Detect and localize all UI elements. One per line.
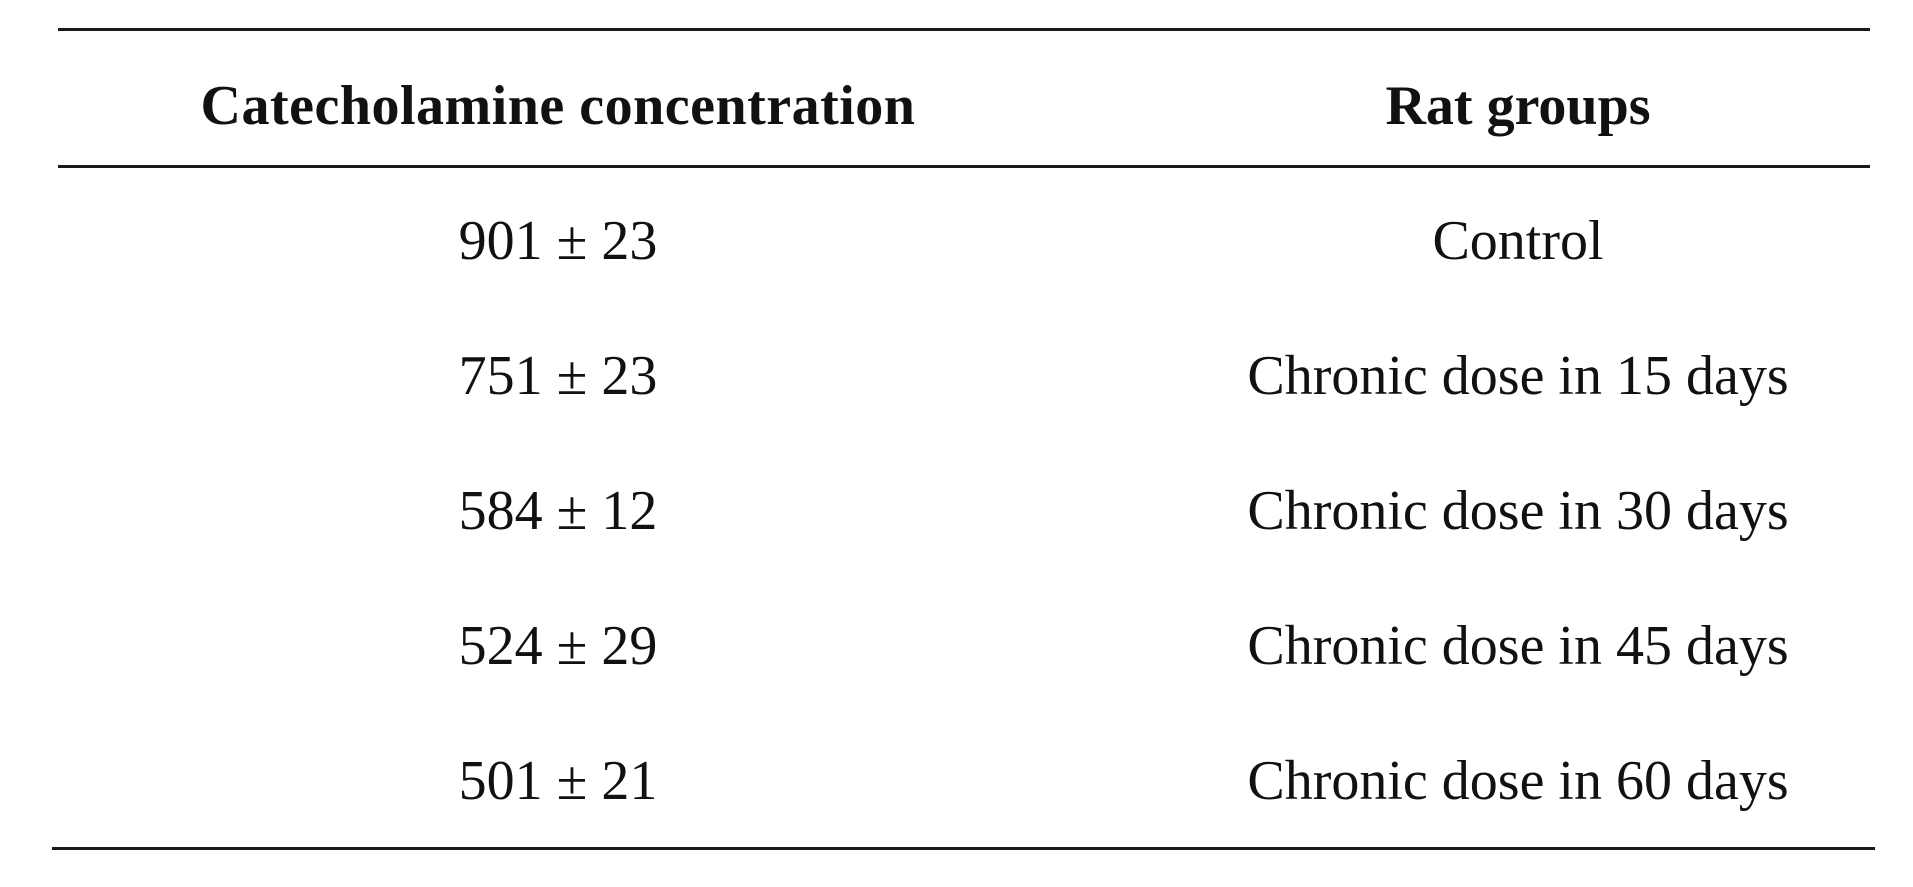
rat-group-cell: Chronic dose in 60 days (1247, 750, 1789, 812)
concentration-cell: 901 ± 23 (458, 210, 658, 272)
column-header-concentration: Catecholamine concentration (200, 75, 916, 137)
table-row: 901 ± 23 Control (58, 213, 1870, 333)
rat-group-cell: Chronic dose in 30 days (1247, 480, 1789, 542)
concentration-cell: 751 ± 23 (458, 345, 658, 407)
table-row: 524 ± 29 Chronic dose in 45 days (58, 618, 1870, 738)
rat-group-cell: Chronic dose in 15 days (1247, 345, 1789, 407)
table-row: 501 ± 21 Chronic dose in 60 days (58, 753, 1870, 873)
rat-group-cell: Chronic dose in 45 days (1247, 615, 1789, 677)
table-row: 751 ± 23 Chronic dose in 15 days (58, 348, 1870, 468)
table-top-rule (58, 28, 1870, 31)
concentration-cell: 524 ± 29 (458, 615, 658, 677)
table-row: 584 ± 12 Chronic dose in 30 days (58, 483, 1870, 603)
concentration-cell: 501 ± 21 (458, 750, 658, 812)
rat-group-cell: Control (1432, 210, 1604, 272)
table-header-rule (58, 165, 1870, 168)
column-header-rat-groups: Rat groups (1385, 75, 1651, 137)
table-bottom-rule (52, 847, 1875, 850)
concentration-cell: 584 ± 12 (458, 480, 658, 542)
